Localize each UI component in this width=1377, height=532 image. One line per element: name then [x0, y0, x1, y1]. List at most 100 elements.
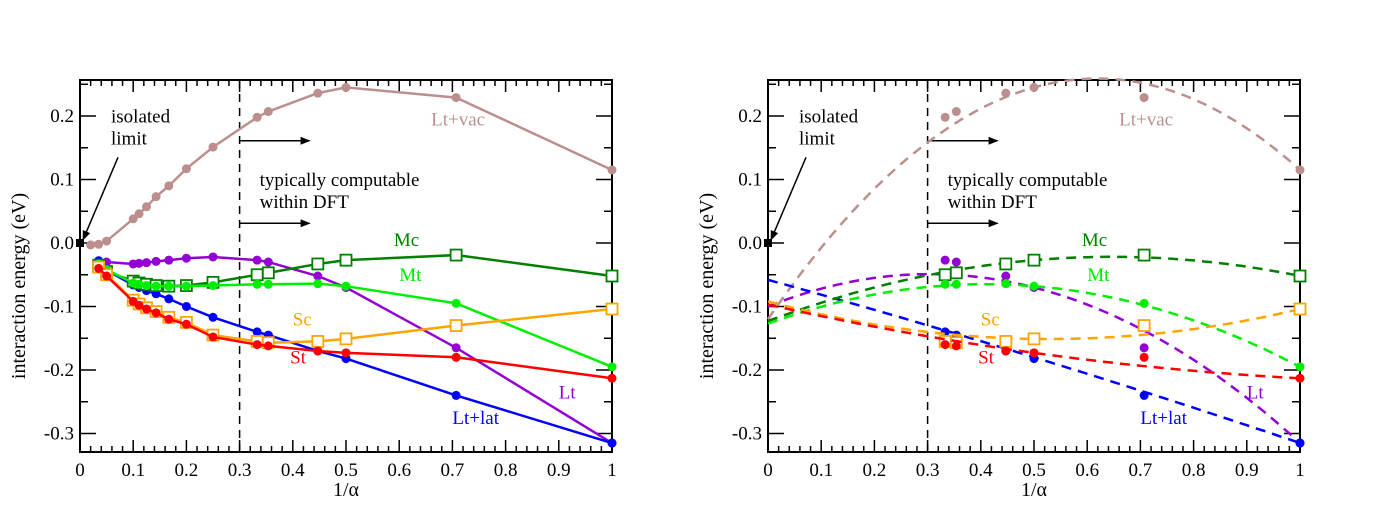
- data-point: [311, 257, 325, 271]
- x-tick-label: 0.2: [175, 460, 199, 481]
- isolated-arrow: [82, 156, 119, 241]
- isolated-annotation-line2: limit: [799, 129, 836, 150]
- y-tick-label: -0.3: [732, 424, 762, 445]
- data-point: [951, 107, 961, 117]
- data-point: [181, 164, 191, 174]
- data-point: [1295, 165, 1305, 175]
- data-point: [181, 302, 191, 311]
- data-point: [313, 271, 323, 281]
- data-point: [951, 341, 961, 351]
- x-tick-label: 0.1: [121, 460, 145, 481]
- data-point: [451, 343, 461, 353]
- data-point: [940, 279, 950, 289]
- series-label: St: [290, 348, 307, 369]
- series-label: Mt: [1087, 265, 1110, 286]
- series-label: Mt: [399, 265, 422, 286]
- data-point: [252, 327, 262, 337]
- data-point: [341, 82, 351, 92]
- data-point: [341, 281, 351, 291]
- data-point: [1001, 346, 1011, 356]
- y-axis-title: interaction energy (eV): [696, 193, 718, 379]
- data-point: [451, 390, 461, 400]
- data-point: [94, 263, 104, 273]
- data-point: [134, 209, 144, 219]
- data-point: [151, 256, 161, 266]
- data-point: [142, 202, 151, 212]
- series-label: Lt: [559, 383, 577, 404]
- series-line: [97, 262, 613, 368]
- data-point: [181, 253, 191, 263]
- data-point: [263, 279, 273, 289]
- data-point: [208, 281, 218, 291]
- data-point: [181, 319, 191, 329]
- data-point: [607, 438, 617, 448]
- isolated-annotation-line2: limit: [111, 129, 148, 150]
- x-tick-label: 0.5: [1022, 460, 1046, 481]
- data-point: [102, 271, 112, 281]
- data-point: [951, 279, 961, 289]
- computable-annotation-line1: typically computable: [948, 170, 1108, 191]
- data-point: [313, 279, 323, 289]
- data-point: [1293, 302, 1307, 316]
- data-point: [208, 312, 218, 322]
- data-point: [250, 268, 264, 282]
- data-point: [1137, 319, 1151, 332]
- x-tick-label: 0.8: [1182, 460, 1206, 481]
- data-point: [208, 252, 218, 262]
- data-point: [1029, 281, 1039, 291]
- y-axis-title: interaction energy (eV): [8, 193, 30, 379]
- data-point: [164, 281, 174, 291]
- series-line: [90, 86, 613, 247]
- fit-curve: [767, 282, 1301, 368]
- isolated-annotation-line1: isolated: [799, 106, 859, 127]
- data-point: [263, 107, 273, 117]
- data-point: [339, 253, 353, 267]
- x-tick-label: 0.7: [441, 460, 465, 481]
- isolated-limit-point: [764, 239, 772, 247]
- data-point: [938, 268, 952, 282]
- data-point: [263, 341, 273, 351]
- fit-curve: [767, 300, 1301, 341]
- data-point: [449, 248, 463, 262]
- series-sc: [92, 260, 619, 350]
- x-tick-label: 0.6: [387, 460, 411, 481]
- series-label: Mc: [1082, 230, 1107, 251]
- data-point: [607, 362, 617, 372]
- data-point: [940, 340, 950, 350]
- data-point: [999, 335, 1013, 348]
- data-point: [1001, 88, 1011, 98]
- series-label: Lt+vac: [1119, 110, 1173, 131]
- series-label: Lt: [1247, 383, 1265, 404]
- data-point: [1027, 253, 1041, 267]
- data-point: [999, 257, 1013, 271]
- data-point: [605, 269, 619, 283]
- x-tick-label: 0: [763, 460, 773, 481]
- data-point: [142, 304, 151, 314]
- y-tick-label: 0.0: [50, 233, 74, 254]
- x-tick-label: 0.1: [809, 460, 833, 481]
- data-point: [607, 373, 617, 383]
- data-point: [164, 294, 174, 304]
- y-tick-label: 0.2: [50, 106, 74, 127]
- data-point: [1137, 248, 1151, 262]
- x-tick-label: 0.4: [281, 460, 305, 481]
- series-label: Lt+lat: [1140, 408, 1187, 429]
- isolated-arrow: [770, 156, 807, 241]
- x-tick-label: 0.3: [228, 460, 252, 481]
- data-point: [142, 281, 151, 291]
- x-tick-label: 0.5: [334, 460, 358, 481]
- series-lt-vac: [766, 77, 1305, 320]
- series-mc: [767, 248, 1307, 323]
- data-point: [1295, 438, 1305, 448]
- data-point: [128, 214, 138, 224]
- data-point: [341, 348, 351, 358]
- y-tick-label: 0.1: [738, 170, 762, 191]
- data-point: [1027, 332, 1041, 346]
- isolated-annotation-line1: isolated: [111, 106, 171, 127]
- data-point: [102, 236, 112, 246]
- isolated-limit-point: [76, 239, 84, 247]
- y-tick-label: -0.3: [44, 424, 74, 445]
- data-point: [208, 142, 218, 152]
- computable-annotation-line2: within DFT: [260, 192, 350, 213]
